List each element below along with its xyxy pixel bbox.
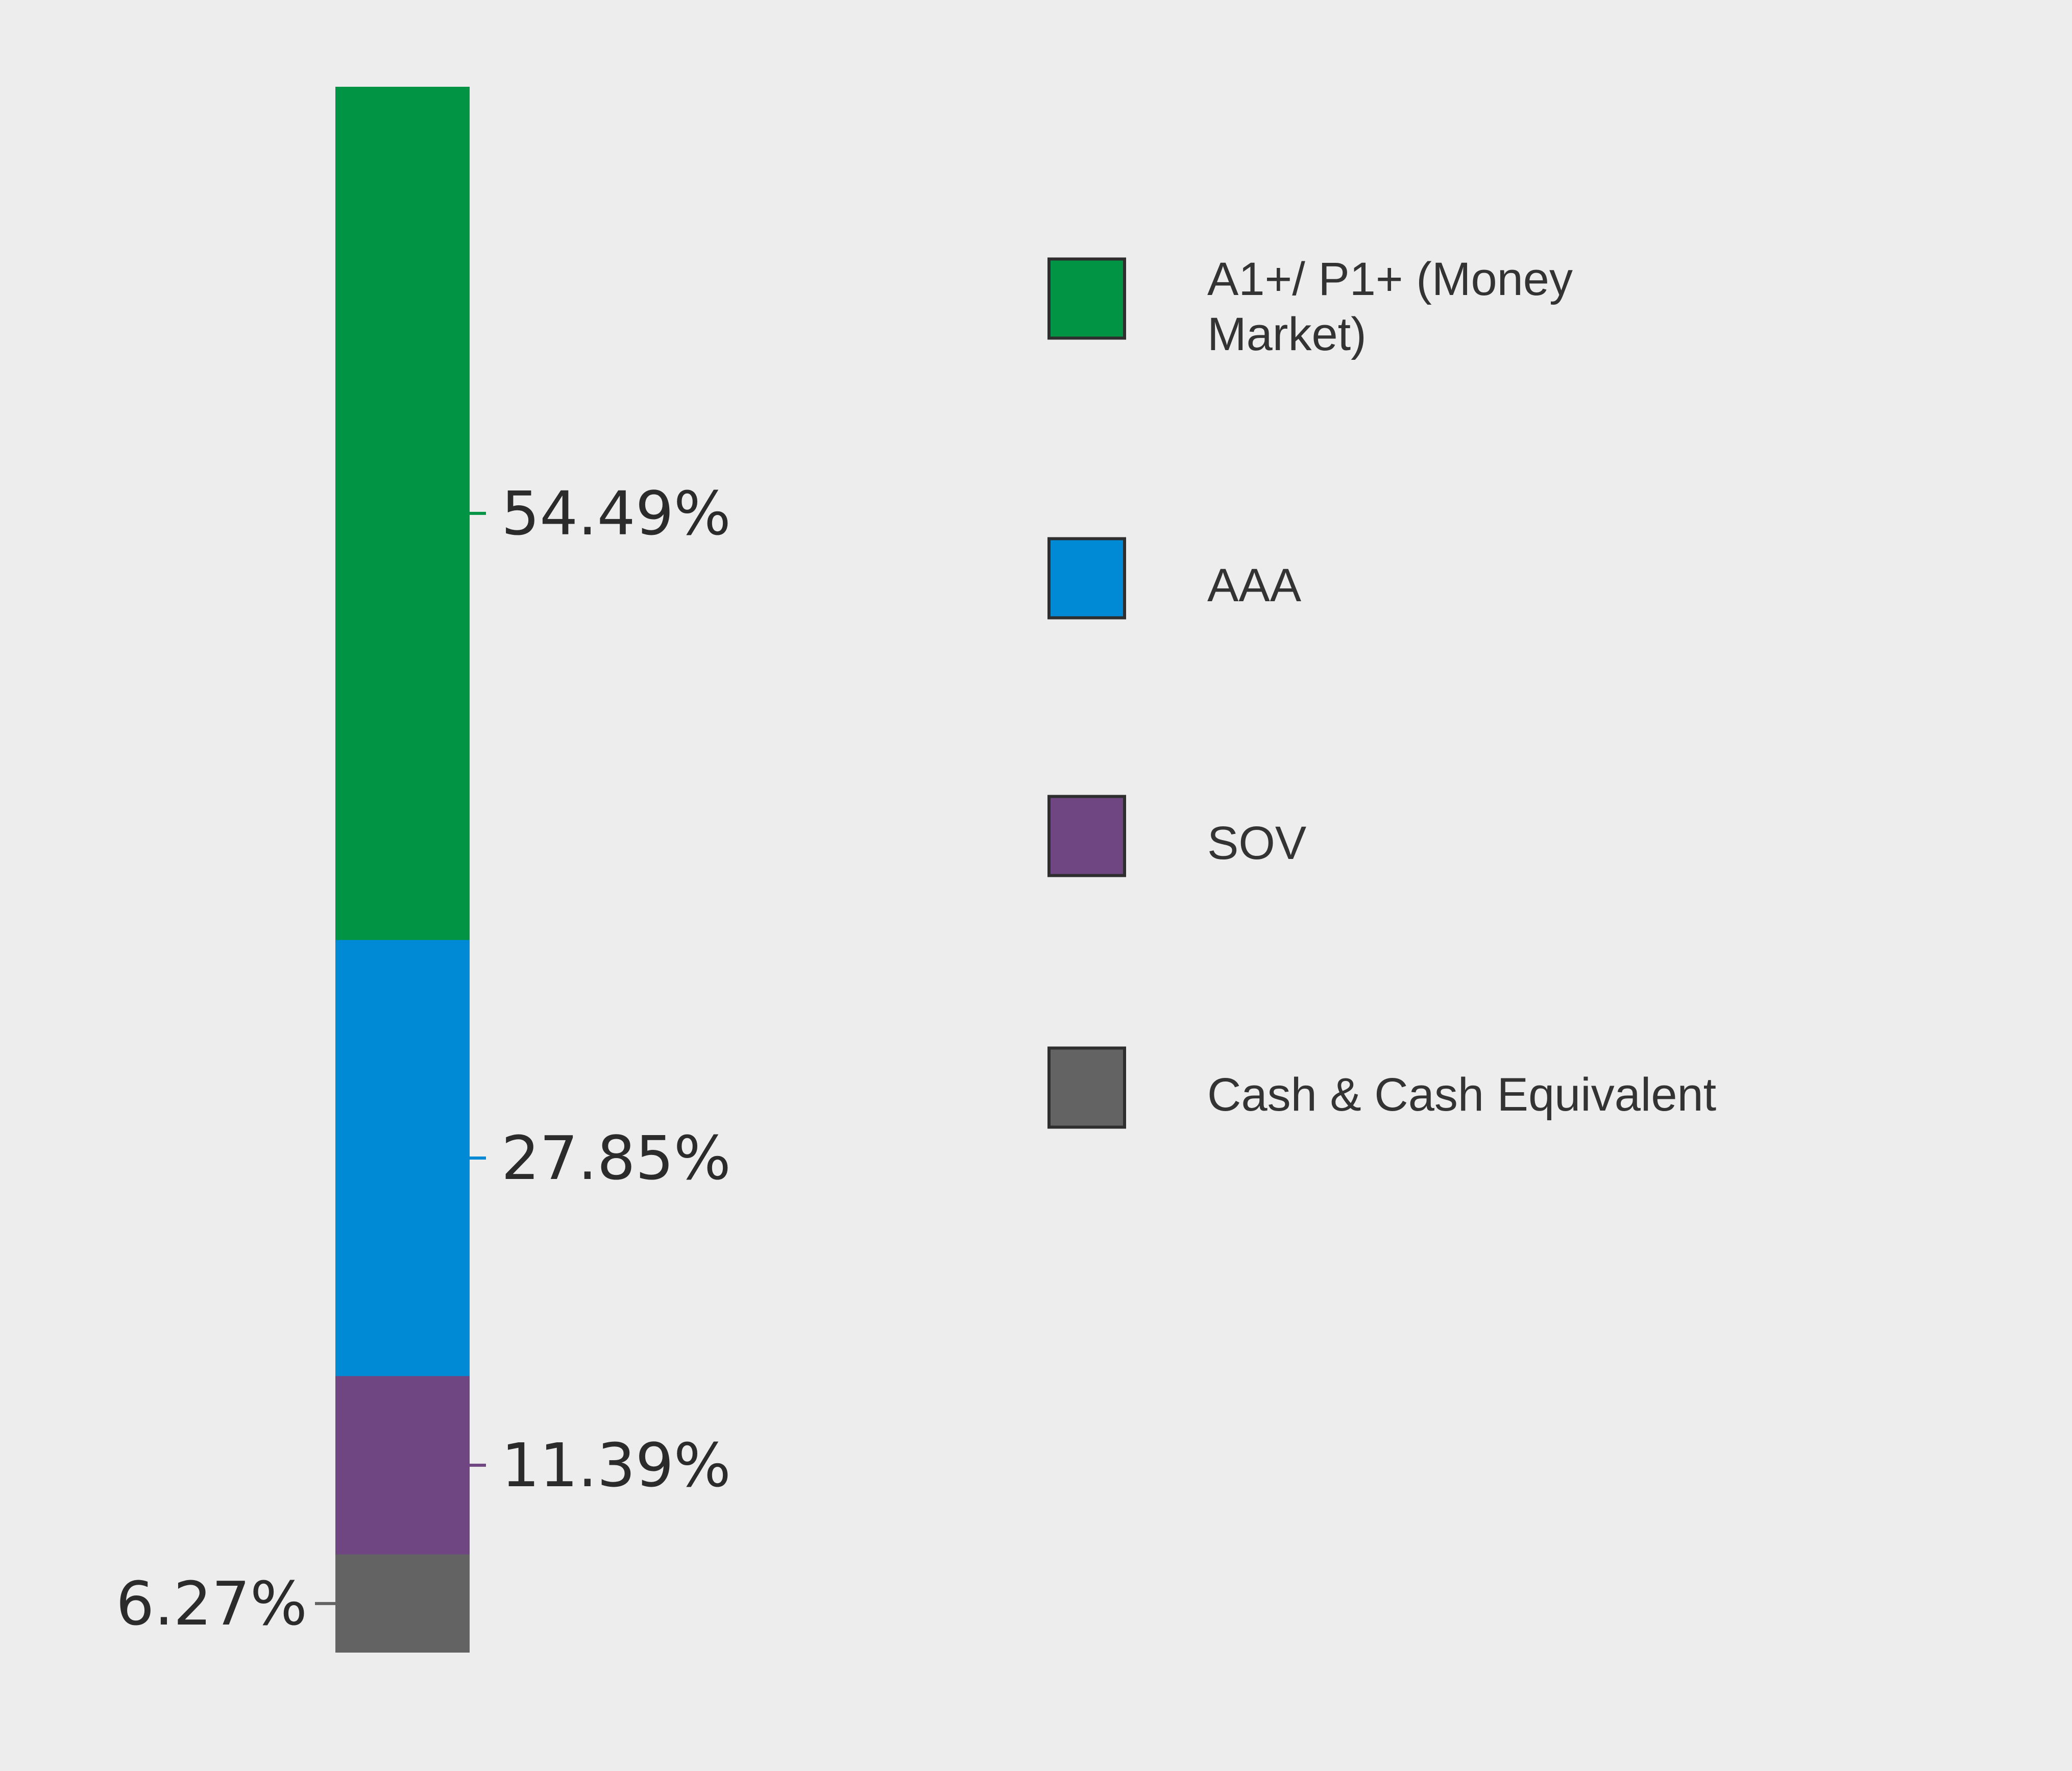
- bar-segment-a1-p1-money-market: [335, 87, 470, 941]
- data-label-sov: 11.39%: [501, 1430, 731, 1501]
- legend-label-0-line-1: Market): [1207, 308, 1367, 360]
- legend-swatch-2: [1047, 795, 1126, 877]
- legend-swatch-0: [1047, 257, 1126, 340]
- legend-label-1: AAA: [1207, 559, 1302, 611]
- data-label-aaa: 27.85%: [501, 1123, 731, 1193]
- legend-label-3: Cash & Cash Equivalent: [1207, 1069, 1716, 1121]
- data-label-a1-p1-money-market: 54.49%: [501, 478, 731, 549]
- data-label-cash-cash-equivalent: 6.27%: [116, 1568, 307, 1639]
- bar-segment-sov: [335, 1376, 470, 1555]
- stacked-bar: [335, 87, 470, 1653]
- data-labels: 54.49% 27.85% 11.39% 6.27%: [116, 478, 731, 1639]
- legend-swatch-1: [1047, 537, 1126, 620]
- bar-segment-aaa: [335, 940, 470, 1377]
- bar-segment-cash-cash-equivalent: [335, 1554, 470, 1653]
- legend-swatch-3: [1047, 1046, 1126, 1129]
- legend-label-2: SOV: [1207, 817, 1306, 869]
- legend-label-0-line-0: A1+/ P1+ (Money: [1207, 253, 1573, 305]
